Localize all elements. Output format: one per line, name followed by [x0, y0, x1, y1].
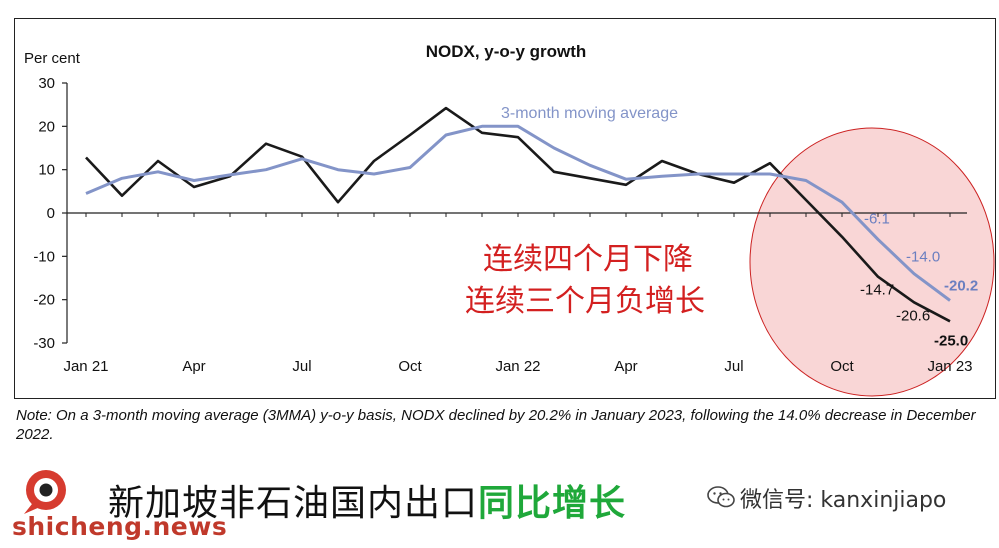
y-tick-label: -30: [33, 335, 55, 352]
chart-frame: NODX, y-o-y growth Per cent 30 20 10 0 -10 -20 -…: [14, 18, 996, 399]
x-tick-label: Jul: [724, 358, 743, 375]
data-label: -14.7: [860, 282, 894, 299]
data-label: -6.1: [864, 210, 890, 227]
y-tick-label: -20: [33, 292, 55, 309]
caption: 新加坡非石油国内出口同比增长: [108, 474, 626, 526]
y-tick-label: 0: [47, 205, 55, 222]
nodx-chart: NODX, y-o-y growth Per cent 30 20 10 0 -10 -20 -…: [24, 42, 995, 397]
x-tick-label: Jul: [292, 358, 311, 375]
chart-title: NODX, y-o-y growth: [426, 42, 587, 61]
y-tick-label: 20: [38, 118, 55, 135]
x-tick-label: Oct: [398, 358, 422, 375]
caption-main: 新加坡非石油国内出口: [108, 483, 479, 524]
y-tick-label: 30: [38, 75, 55, 92]
wechat-icon: [707, 486, 735, 508]
y-tick-label: 10: [38, 162, 55, 179]
data-label: -25.0: [934, 332, 968, 349]
caption-highlight: 同比增长: [478, 483, 627, 524]
y-tick-label: -10: [33, 248, 55, 265]
x-tick-label: Jan 21: [63, 358, 108, 375]
x-tick-label: Apr: [614, 358, 637, 375]
x-tick-label: Jan 23: [927, 358, 972, 375]
x-tick-label: Jan 22: [495, 358, 540, 375]
annotation-line-2: 连续三个月负增长: [465, 284, 705, 319]
data-label: -14.0: [906, 249, 940, 266]
series-label-3mma: 3-month moving average: [501, 105, 678, 122]
y-axis-label: Per cent: [24, 50, 81, 67]
logo-icon: [24, 470, 66, 514]
logo: [10, 460, 90, 540]
highlight-circle: [749, 127, 995, 397]
annotation-line-1: 连续四个月下降: [483, 242, 693, 277]
chart-note: Note: On a 3-month moving average (3MMA)…: [16, 407, 976, 443]
x-tick-label: Oct: [830, 358, 854, 375]
site-name[interactable]: shicheng.news: [12, 512, 228, 541]
data-label: -20.6: [896, 307, 930, 324]
wechat-id[interactable]: 微信号: kanxinjiapo: [740, 488, 947, 513]
x-tick-label: Apr: [182, 358, 205, 375]
data-label: -20.2: [944, 278, 978, 295]
